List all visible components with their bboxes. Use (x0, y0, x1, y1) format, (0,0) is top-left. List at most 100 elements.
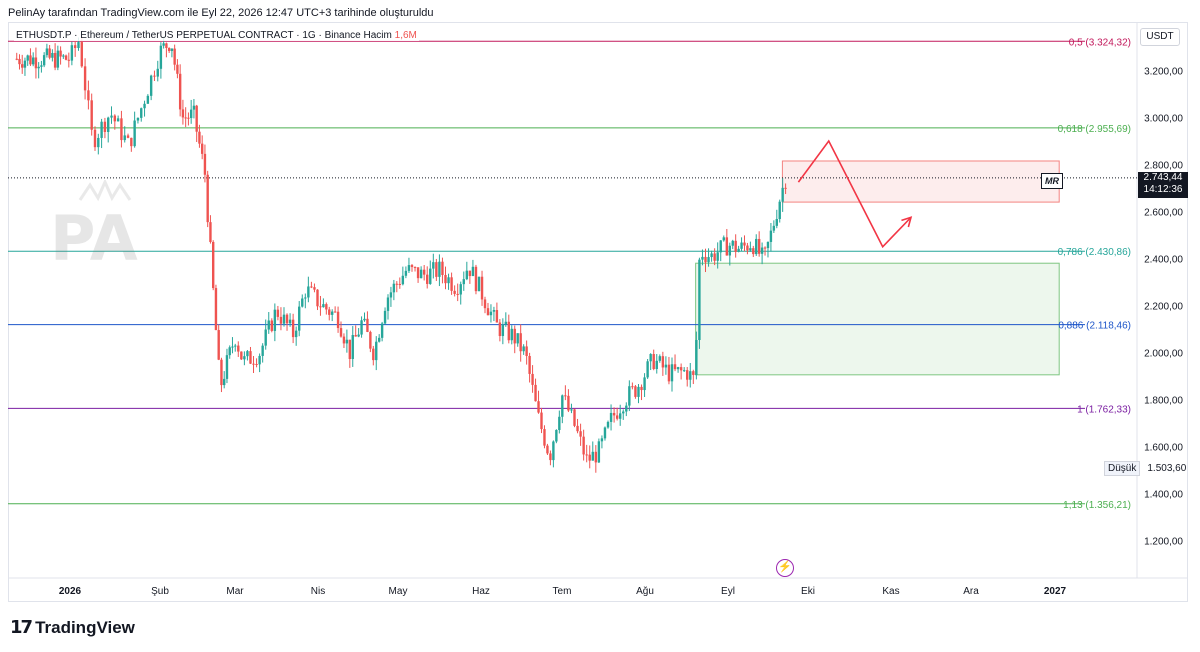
candle-body-81 (255, 363, 258, 365)
lightning-event-icon[interactable]: ⚡ (776, 559, 794, 577)
candle-body-215 (658, 356, 662, 361)
y-tick-label-5: 2.200,00 (1144, 302, 1183, 313)
x-tick-label-7: Ağu (636, 586, 654, 597)
candle-body-110 (342, 336, 346, 344)
candle-body-161 (495, 310, 499, 323)
symbol-info: ETHUSDT.P · Ethereum / TetherUS PERPETUA… (14, 30, 419, 41)
candle-body-59 (192, 105, 196, 110)
fib-label-1: 0,618 (2.955,69) (1058, 124, 1131, 135)
candle-body-125 (386, 297, 390, 311)
candle-body-41 (140, 108, 143, 118)
candle-body-60 (195, 105, 198, 132)
tradingview-logo[interactable]: 17 TradingView (10, 617, 135, 638)
candle-body-202 (618, 413, 622, 419)
candle-body-88 (276, 309, 280, 317)
candle-body-249 (760, 247, 764, 254)
candle-body-164 (504, 321, 508, 325)
candle-body-257 (784, 187, 787, 189)
candle-body-159 (489, 311, 493, 316)
candle-body-75 (237, 345, 240, 352)
candle-body-11 (45, 48, 49, 56)
candle-body-204 (625, 405, 628, 412)
candle-body-132 (407, 265, 411, 271)
fib-label-3: 0,886 (2.118,46) (1058, 321, 1131, 332)
candle-body-67 (214, 288, 218, 331)
candle-body-242 (740, 242, 743, 249)
candle-body-240 (734, 240, 737, 252)
candle-body-46 (156, 68, 159, 77)
candle-body-174 (534, 384, 537, 402)
candle-body-47 (159, 45, 163, 69)
mr-text-label[interactable]: MR (1041, 173, 1063, 189)
candle-body-197 (603, 427, 607, 439)
candle-body-176 (540, 412, 543, 430)
candle-body-48 (162, 43, 165, 46)
candle-body-190 (582, 436, 585, 455)
candle-body-209 (640, 386, 643, 391)
candle-body-30 (103, 121, 107, 132)
candle-body-44 (149, 75, 153, 96)
candle-body-254 (775, 219, 778, 226)
candle-body-89 (279, 316, 283, 324)
candle-body-61 (198, 131, 201, 144)
fib-label-4: 1 (1.762,33) (1077, 404, 1131, 415)
candle-body-145 (447, 277, 450, 284)
candle-body-43 (146, 95, 150, 104)
candle-body-243 (743, 242, 746, 246)
candle-body-223 (682, 370, 686, 372)
candle-body-13 (51, 52, 54, 58)
candle-body-79 (249, 351, 252, 364)
candle-body-136 (419, 269, 423, 279)
candle-body-109 (339, 328, 343, 337)
candle-body-141 (435, 262, 438, 277)
candle-body-184 (564, 395, 567, 397)
candle-body-93 (291, 319, 295, 338)
candle-body-220 (673, 364, 677, 370)
candle-body-199 (609, 412, 613, 422)
x-tick-label-0: 2026 (59, 586, 82, 597)
candle-body-232 (710, 253, 713, 258)
last-price: 2.743,44 (1143, 172, 1183, 183)
chart-frame[interactable] (8, 22, 1188, 602)
candle-body-103 (322, 304, 325, 308)
candle-body-185 (567, 395, 570, 411)
candle-body-24 (83, 66, 87, 91)
volume-label: Hacim (363, 30, 392, 41)
candle-body-222 (679, 367, 683, 371)
candle-body-58 (189, 109, 193, 119)
candle-body-92 (288, 319, 292, 324)
candle-body-186 (570, 409, 573, 411)
candle-body-123 (380, 323, 384, 338)
candle-body-6 (31, 57, 35, 65)
candle-body-29 (100, 121, 103, 138)
candle-body-96 (301, 298, 304, 307)
candle-body-37 (126, 135, 130, 138)
candle-body-126 (389, 292, 393, 298)
candle-body-212 (649, 354, 652, 362)
candle-body-203 (622, 411, 625, 414)
candle-body-18 (64, 55, 68, 60)
candle-body-49 (165, 43, 168, 48)
candle-body-207 (634, 386, 637, 397)
candle-body-193 (591, 451, 594, 461)
currency-unit-button[interactable]: USDT (1140, 28, 1180, 46)
y-tick-label-8: 2.800,00 (1144, 161, 1183, 172)
candle-body-34 (116, 118, 120, 122)
candle-body-139 (429, 268, 432, 284)
candle-body-31 (107, 117, 110, 132)
candle-body-111 (345, 339, 349, 344)
candle-body-173 (531, 373, 534, 385)
candle-body-102 (319, 306, 322, 308)
candle-body-153 (471, 266, 475, 277)
candle-body-228 (698, 259, 701, 341)
zone-supply (781, 160, 1060, 203)
candle-body-86 (270, 320, 273, 331)
candle-body-189 (579, 431, 582, 437)
candle-body-166 (510, 328, 513, 341)
candle-body-27 (93, 129, 97, 148)
candle-body-160 (492, 310, 496, 312)
candle-body-198 (606, 421, 610, 428)
candle-body-252 (769, 230, 773, 242)
candle-body-194 (594, 451, 598, 463)
